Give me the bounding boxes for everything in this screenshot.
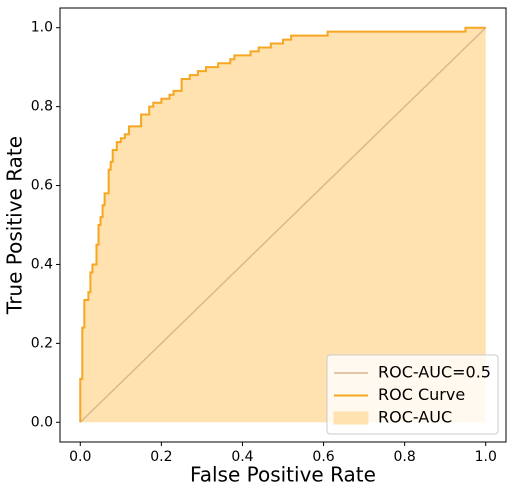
legend-label: ROC-AUC=0.5	[378, 363, 491, 382]
legend: ROC-AUC=0.5 ROC Curve ROC-AUC	[326, 354, 499, 435]
legend-label: ROC-AUC	[378, 408, 452, 427]
y-tick-label: 0.2	[31, 335, 53, 351]
y-tick-label: 0.4	[31, 256, 53, 272]
baseline-line	[79, 27, 487, 423]
y-tick-label: 0.6	[31, 178, 53, 194]
x-tick-label: 0.0	[69, 449, 91, 465]
plot-frame	[59, 7, 507, 443]
x-tick-label: 0.4	[231, 449, 253, 465]
legend-label: ROC Curve	[378, 385, 465, 404]
y-tick-label: 0.0	[31, 414, 53, 430]
y-tick-label: 1.0	[31, 20, 53, 36]
y-tick-label: 0.8	[31, 99, 53, 115]
x-tick-label: 1.0	[475, 449, 497, 465]
x-tick-label: 0.2	[150, 449, 172, 465]
legend-swatch	[333, 411, 369, 425]
y-axis-label: True Positive Rate	[3, 136, 27, 315]
roc-curve	[79, 26, 486, 423]
x-tick-label: 0.8	[394, 449, 416, 465]
legend-frame	[326, 354, 499, 435]
x-axis-label: False Positive Rate	[190, 463, 376, 487]
x-tick-label: 0.6	[312, 449, 334, 465]
